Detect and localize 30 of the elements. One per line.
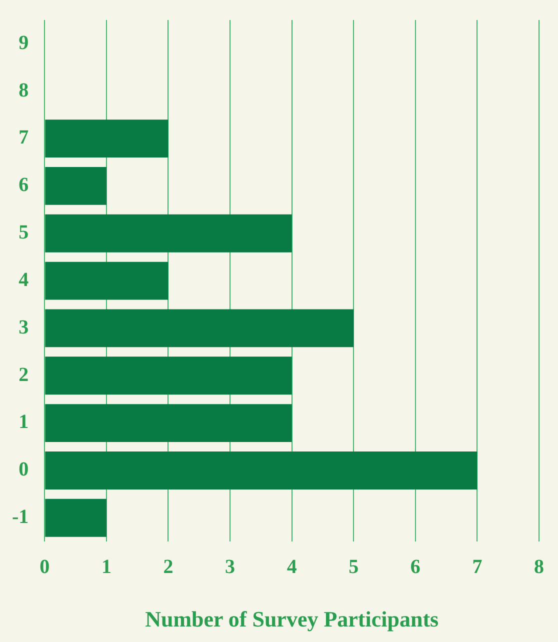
y-tick-label: 7 bbox=[18, 126, 29, 149]
y-tick-label: 5 bbox=[18, 222, 29, 244]
bar bbox=[45, 120, 168, 158]
x-tick-label: 5 bbox=[348, 556, 359, 578]
bar bbox=[45, 309, 354, 348]
y-tick-label: 3 bbox=[18, 316, 29, 338]
x-tick-label: 3 bbox=[225, 556, 236, 578]
bar bbox=[45, 262, 168, 300]
y-tick-label: 0 bbox=[18, 458, 29, 481]
y-tick-label: -1 bbox=[12, 506, 29, 528]
bar bbox=[45, 166, 106, 205]
x-tick-label: 8 bbox=[534, 556, 544, 578]
y-tick-label: 4 bbox=[18, 268, 29, 291]
bar bbox=[45, 404, 292, 442]
y-tick-label: 8 bbox=[18, 79, 29, 102]
y-tick-label: 1 bbox=[18, 411, 29, 434]
bar bbox=[45, 214, 292, 252]
x-tick-label: 6 bbox=[410, 556, 420, 578]
bar bbox=[45, 498, 106, 537]
y-tick-label: 2 bbox=[18, 364, 29, 386]
x-tick-label: 2 bbox=[163, 556, 174, 578]
x-tick-label: 0 bbox=[40, 556, 50, 578]
y-tick-label: 9 bbox=[18, 32, 29, 54]
bar bbox=[45, 356, 292, 395]
x-tick-label: 7 bbox=[472, 556, 482, 578]
x-tick-label: 4 bbox=[286, 556, 297, 578]
bar bbox=[45, 452, 478, 490]
x-axis-title: Number of Survey Participants bbox=[145, 606, 440, 632]
y-tick-label: 6 bbox=[18, 174, 29, 196]
x-tick-label: 1 bbox=[101, 556, 112, 578]
